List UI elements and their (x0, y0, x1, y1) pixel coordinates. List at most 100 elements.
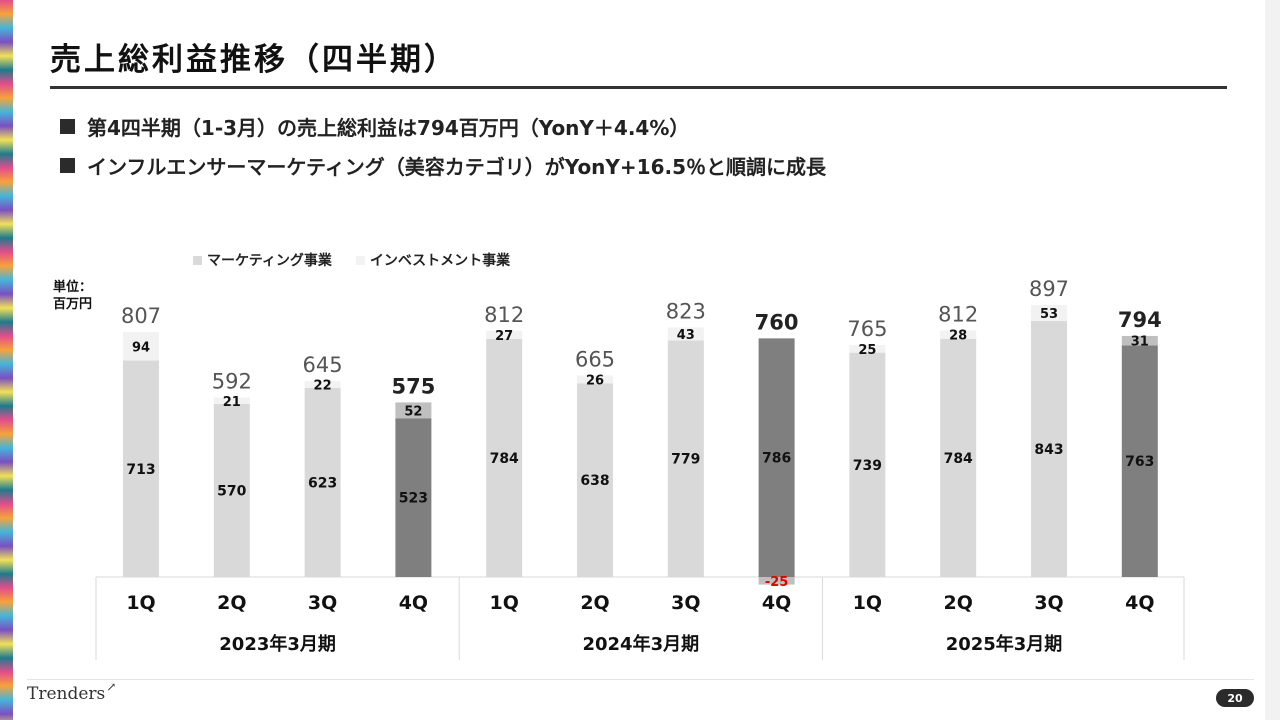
data-label-investment-negative: -25 (765, 575, 789, 590)
category-tick-label: 3Q (308, 592, 337, 614)
data-label-total: 765 (847, 317, 887, 341)
chart-legend: マーケティング事業 インベストメント事業 (193, 250, 510, 270)
fiscal-year-label: 2023年3月期 (219, 633, 336, 655)
data-label-total: 823 (666, 299, 706, 323)
data-label-marketing: 784 (490, 451, 519, 467)
bar-investment (849, 345, 886, 353)
data-label-marketing: 843 (1034, 442, 1063, 458)
data-label-marketing: 638 (580, 473, 609, 489)
bar-investment-negative (758, 577, 795, 585)
category-tick-label: 3Q (671, 592, 700, 614)
data-label-marketing: 523 (399, 491, 428, 507)
bar-marketing (849, 352, 886, 577)
bar-marketing (213, 403, 250, 577)
data-label-total: 575 (391, 374, 435, 398)
page-title: 売上総利益推移（四半期） (50, 42, 458, 78)
data-label-marketing: 623 (308, 475, 337, 491)
bullet-2-text: インフルエンサーマーケティング（美容カテゴリ）がYonY+16.5％と順調に成長 (87, 155, 827, 179)
unit-label: 単位： 百万円 (53, 279, 92, 313)
data-label-marketing: 739 (853, 458, 882, 474)
data-label-investment: 52 (404, 404, 422, 419)
data-label-marketing: 713 (126, 462, 155, 478)
category-tick-label: 2Q (217, 592, 246, 614)
bar-marketing (1121, 345, 1158, 577)
bar-investment (577, 375, 613, 384)
category-tick-label: 3Q (1034, 592, 1063, 614)
data-label-total: 794 (1118, 308, 1162, 332)
logo-arrow-icon: ↗ (106, 680, 117, 694)
data-label-investment: 43 (677, 328, 695, 343)
bar-investment (123, 331, 159, 361)
bar-marketing (1031, 321, 1067, 577)
page-number: 20 (1216, 689, 1254, 707)
unit-label-line1: 単位： (53, 280, 93, 295)
data-label-investment: 27 (495, 329, 513, 344)
title-divider (50, 86, 1227, 89)
unit-label-line2: 百万円 (53, 297, 93, 312)
bar-investment (1031, 304, 1067, 322)
logo-text: Trenders (27, 684, 106, 704)
bar-marketing (667, 340, 704, 577)
decorative-right-edge (1265, 0, 1280, 720)
category-tick-label: 2Q (944, 592, 973, 614)
bar-marketing (577, 383, 613, 577)
legend-item-investment: インベストメント事業 (355, 250, 511, 270)
bar-investment (304, 381, 341, 388)
category-tick-label: 4Q (1125, 592, 1154, 614)
legend-swatch-marketing (193, 255, 202, 265)
data-label-marketing: 784 (944, 451, 973, 467)
bar-marketing (940, 338, 977, 577)
bar-marketing (304, 387, 341, 577)
category-tick-label: 2Q (580, 592, 609, 614)
data-label-investment: 22 (314, 379, 332, 394)
bar-investment (486, 330, 523, 339)
legend-item-marketing: マーケティング事業 (193, 250, 332, 270)
data-label-marketing: 570 (217, 483, 246, 499)
bar-investment (667, 327, 704, 341)
fiscal-year-label: 2024年3月期 (582, 633, 699, 655)
legend-label-investment: インベストメント事業 (369, 253, 511, 269)
data-label-investment: 53 (1040, 307, 1058, 322)
bullet-square-icon (60, 119, 75, 134)
data-label-total: 592 (212, 370, 252, 394)
category-tick-label: 1Q (490, 592, 519, 614)
bullet-1-text: 第4四半期（1-3月）の売上総利益は794百万円（YonY＋4.4%） (87, 116, 690, 140)
data-label-investment: 21 (223, 395, 241, 410)
data-label-total: 897 (1029, 277, 1069, 301)
category-tick-label: 1Q (126, 592, 155, 614)
footer-divider (27, 679, 1254, 680)
bar-investment (1121, 335, 1158, 346)
bar-marketing (758, 338, 795, 577)
legend-swatch-investment (355, 255, 365, 265)
data-label-investment: 94 (132, 340, 150, 355)
category-tick-label: 1Q (853, 592, 882, 614)
data-label-total: 645 (303, 353, 343, 377)
data-label-investment: 31 (1131, 335, 1149, 350)
bar-marketing (395, 418, 432, 577)
bullet-2: インフルエンサーマーケティング（美容カテゴリ）がYonY+16.5％と順調に成長 (60, 151, 826, 180)
company-logo: Trenders ↗ (27, 680, 116, 704)
data-label-investment: 28 (949, 329, 967, 344)
bar-investment (395, 402, 432, 419)
bar-marketing (123, 360, 159, 577)
bullet-square-icon (60, 158, 75, 173)
legend-label-marketing: マーケティング事業 (207, 253, 332, 269)
data-label-total: 812 (938, 302, 978, 326)
bullet-1: 第4四半期（1-3月）の売上総利益は794百万円（YonY＋4.4%） (60, 112, 689, 141)
data-label-total: 760 (755, 310, 799, 334)
data-label-total: 807 (121, 304, 161, 328)
data-label-marketing: 786 (762, 451, 791, 467)
category-tick-label: 4Q (399, 592, 428, 614)
bar-investment (213, 397, 250, 404)
fiscal-year-label: 2025年3月期 (946, 633, 1063, 655)
decorative-left-edge (0, 0, 13, 720)
bar-marketing (486, 338, 523, 577)
data-label-marketing: 779 (671, 452, 700, 468)
category-tick-label: 4Q (762, 592, 791, 614)
data-label-total: 665 (575, 347, 615, 371)
data-label-total: 812 (484, 303, 524, 327)
data-label-marketing: 763 (1125, 454, 1154, 470)
bar-investment (940, 330, 977, 339)
data-label-investment: 26 (586, 373, 604, 388)
